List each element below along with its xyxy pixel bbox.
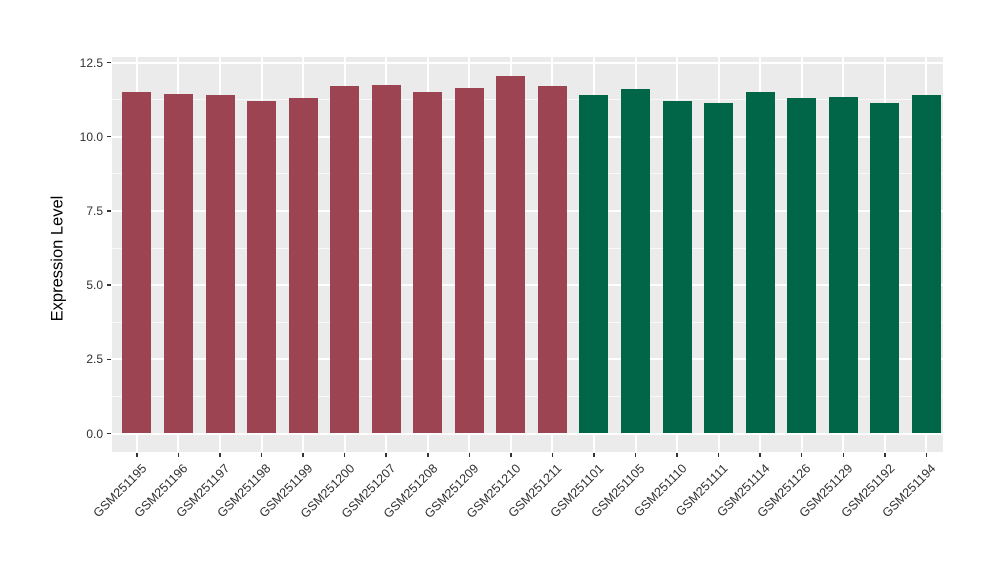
y-tick-label-10.0: 10.0 — [79, 129, 103, 144]
bar-GSM251105 — [621, 89, 651, 434]
x-tick-mark — [759, 453, 761, 457]
x-tick-mark — [468, 453, 471, 457]
x-tick-mark — [260, 453, 263, 457]
x-tick-mark — [427, 453, 429, 457]
bar-GSM251110 — [662, 101, 692, 434]
gridline-major-y — [112, 432, 943, 435]
gridline-major-y — [112, 135, 943, 138]
bar-GSM251209 — [454, 87, 484, 434]
gridline-major-y — [112, 61, 943, 64]
x-tick-mark — [634, 453, 637, 457]
bar-GSM251195 — [122, 92, 152, 434]
x-tick-mark — [884, 453, 886, 457]
x-tick-mark — [800, 453, 803, 457]
bar-GSM251129 — [828, 96, 858, 434]
x-tick-mark — [136, 453, 138, 457]
bar-GSM251210 — [496, 75, 526, 434]
y-tick-mark — [107, 432, 111, 435]
y-tick-mark — [107, 284, 111, 286]
x-tick-mark — [842, 453, 845, 457]
bar-GSM251199 — [288, 98, 318, 434]
bar-GSM251197 — [205, 95, 235, 434]
x-tick-mark — [925, 453, 928, 457]
bar-GSM251196 — [163, 93, 193, 434]
gridline-minor-y — [112, 247, 943, 249]
y-tick-mark — [107, 358, 111, 361]
y-axis-title: Expression Level — [48, 195, 67, 322]
plot-panel — [112, 57, 943, 452]
gridline-major-y — [112, 209, 943, 212]
y-tick-label-5.0: 5.0 — [86, 278, 103, 293]
y-tick-mark — [107, 61, 111, 64]
bar-GSM251192 — [870, 102, 900, 434]
y-tick-label-2.5: 2.5 — [86, 352, 103, 367]
gridline-minor-y — [112, 173, 943, 175]
bar-GSM251208 — [413, 92, 443, 434]
gridline-minor-y — [112, 321, 943, 323]
bar-GSM251111 — [704, 102, 734, 434]
gridline-major-y — [112, 284, 943, 287]
x-tick-mark — [676, 453, 678, 457]
x-tick-mark — [385, 453, 387, 457]
x-tick-mark — [717, 453, 720, 457]
bar-GSM251207 — [371, 84, 401, 434]
bar-GSM251114 — [745, 92, 775, 434]
x-tick-mark — [302, 453, 304, 457]
x-tick-mark — [177, 453, 180, 457]
gridline-minor-y — [112, 99, 943, 101]
bar-GSM251200 — [330, 86, 360, 434]
gridline-major-y — [112, 358, 943, 361]
gridline-minor-y — [112, 395, 943, 397]
y-tick-mark — [107, 210, 111, 212]
bar-GSM251126 — [787, 98, 817, 434]
y-tick-label-12.5: 12.5 — [79, 55, 103, 70]
y-tick-label-7.5: 7.5 — [86, 203, 103, 218]
x-tick-mark — [343, 453, 346, 457]
x-tick-mark — [219, 453, 221, 457]
bar-GSM251194 — [911, 95, 941, 434]
bar-GSM251211 — [537, 86, 567, 434]
bar-GSM251198 — [247, 101, 277, 434]
x-tick-mark — [551, 453, 554, 457]
x-tick-mark — [510, 453, 512, 457]
bar-GSM251101 — [579, 95, 609, 434]
y-tick-mark — [107, 135, 111, 138]
y-tick-label-0.0: 0.0 — [86, 426, 103, 441]
x-tick-mark — [593, 453, 595, 457]
